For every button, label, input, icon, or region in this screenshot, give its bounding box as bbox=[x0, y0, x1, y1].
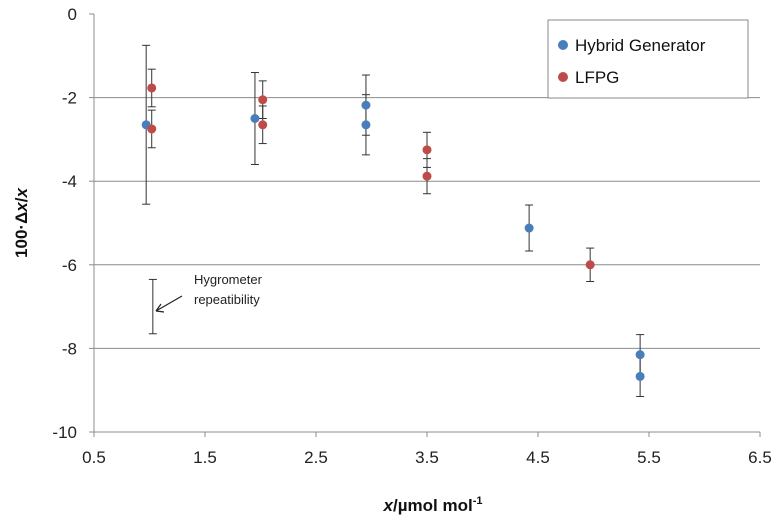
legend-label-hybrid-generator: Hybrid Generator bbox=[575, 36, 706, 55]
x-tick-label-0: 0.5 bbox=[82, 448, 106, 467]
y-axis-title: 100·Δx/x bbox=[12, 187, 31, 258]
y-tick-label-0: 0 bbox=[68, 5, 77, 24]
point-s1-p0 bbox=[147, 83, 157, 93]
legend-marker-lfpg bbox=[558, 72, 568, 82]
x-tick-label-2: 2.5 bbox=[304, 448, 328, 467]
y-axis-title-slash: / bbox=[12, 197, 31, 202]
x-tick-label-4: 4.5 bbox=[526, 448, 550, 467]
y-tick-label-2: -4 bbox=[62, 172, 77, 191]
point-s0-p5 bbox=[635, 350, 645, 360]
y-tick-label-3: -6 bbox=[62, 256, 77, 275]
annotation-text-line1: Hygrometer bbox=[194, 272, 263, 287]
data-points bbox=[141, 83, 645, 381]
legend: Hybrid Generator LFPG bbox=[547, 19, 749, 99]
y-tick-label-5: -10 bbox=[52, 423, 77, 442]
point-s1-p3 bbox=[258, 120, 268, 130]
x-tick-label-6: 6.5 bbox=[748, 448, 772, 467]
point-s1-p2 bbox=[258, 95, 268, 105]
x-tick-label-5: 5.5 bbox=[637, 448, 661, 467]
annotation-arrow-head bbox=[155, 303, 165, 313]
legend-marker-hybrid-generator bbox=[558, 40, 568, 50]
legend-label-lfpg: LFPG bbox=[575, 68, 619, 87]
point-s1-p4 bbox=[422, 145, 432, 155]
point-s0-p2 bbox=[361, 100, 371, 110]
point-s0-p6 bbox=[635, 371, 645, 381]
y-tick-labels: 0 -2 -4 -6 -8 -10 bbox=[52, 5, 77, 442]
point-s0-p3 bbox=[361, 120, 371, 130]
point-s1-p5 bbox=[422, 171, 432, 181]
point-s0-p4 bbox=[524, 223, 534, 233]
x-tick-label-3: 3.5 bbox=[415, 448, 439, 467]
axes bbox=[89, 13, 761, 437]
annotation: Hygrometer repeatibility bbox=[148, 272, 263, 335]
x-axis-title-sup: -1 bbox=[473, 495, 483, 507]
y-tick-label-4: -8 bbox=[62, 339, 77, 358]
annotation-arrow-line bbox=[155, 295, 183, 312]
y-axis-title-italic-2: x bbox=[12, 187, 31, 199]
point-s0-p1 bbox=[250, 114, 260, 123]
point-s1-p6 bbox=[585, 260, 595, 270]
x-axis-title: x/µmol mol-1 bbox=[383, 495, 483, 515]
x-tick-label-1: 1.5 bbox=[193, 448, 217, 467]
x-axis-title-italic: x bbox=[383, 496, 395, 515]
y-axis-title-italic-1: x bbox=[12, 201, 31, 213]
point-s1-p1 bbox=[147, 124, 157, 134]
y-axis-title-prefix: 100·Δ bbox=[12, 212, 31, 258]
y-tick-label-1: -2 bbox=[62, 89, 77, 108]
annotation-text-line2: repeatibility bbox=[194, 292, 260, 307]
legend-box bbox=[547, 19, 749, 99]
x-axis-title-rest: /µmol mol bbox=[393, 496, 473, 515]
x-tick-labels: 0.5 1.5 2.5 3.5 4.5 5.5 6.5 bbox=[82, 448, 772, 467]
